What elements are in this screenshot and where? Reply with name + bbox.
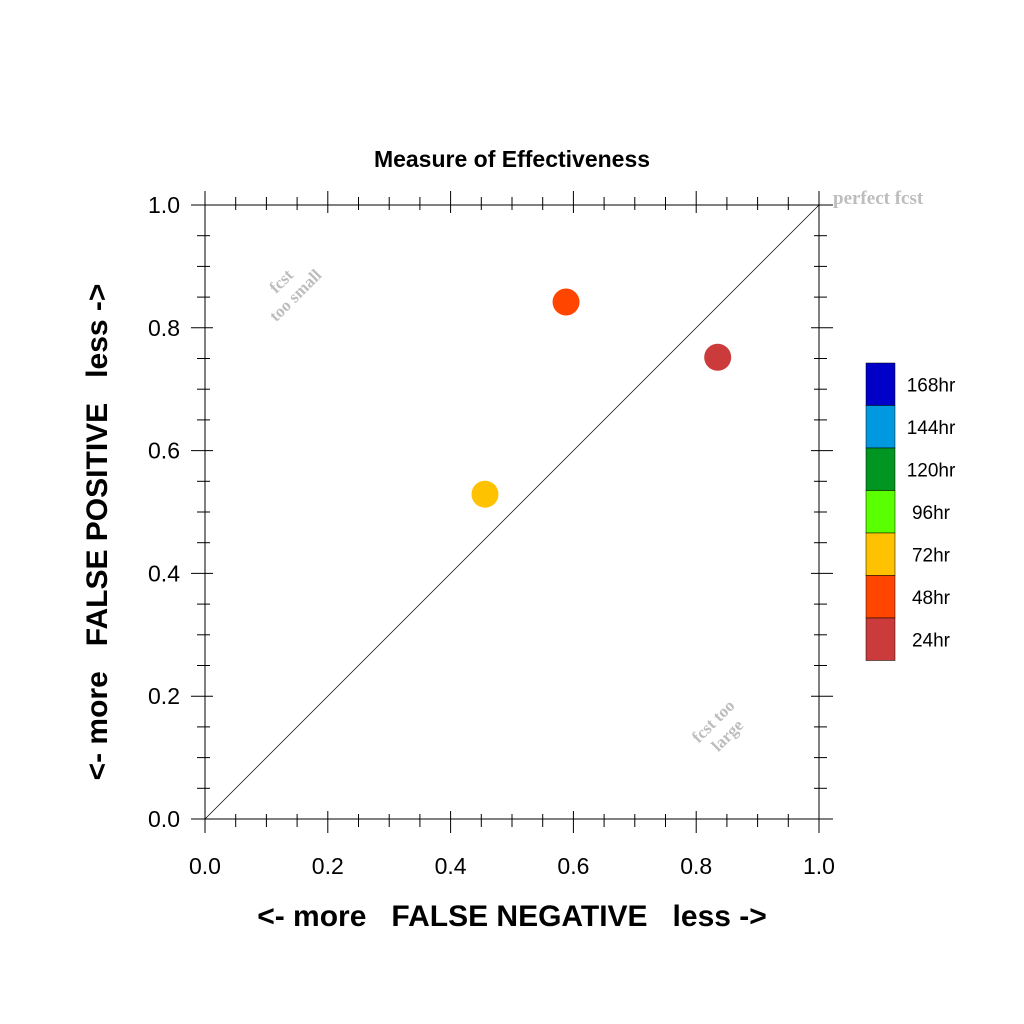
legend-swatch-120hr <box>865 447 896 491</box>
x-tick-label: 1.0 <box>803 853 835 879</box>
chart-title: Measure of Effectiveness <box>374 146 650 172</box>
x-tick-label: 0.0 <box>189 853 221 879</box>
y-tick-label: 0.0 <box>148 806 180 832</box>
legend-label-96hr: 96hr <box>912 503 951 524</box>
data-point-48hr <box>552 288 580 316</box>
legend-label-72hr: 72hr <box>912 545 951 566</box>
data-point-72hr <box>471 480 499 508</box>
legend-label-24hr: 24hr <box>912 630 951 651</box>
axis-tick-labels: 0.0 0.2 0.4 0.6 0.8 1.0 0.0 0.2 0.4 0.6 0.8 1.0 <box>148 192 835 879</box>
x-tick-label: 0.2 <box>312 853 344 879</box>
legend: 168hr 144hr 120hr 96hr 72hr 48hr 24hr <box>865 362 956 661</box>
legend-label-48hr: 48hr <box>912 588 951 609</box>
y-tick-label: 0.4 <box>148 560 180 586</box>
x-axis-label: <- more FALSE NEGATIVE less -> <box>257 900 767 933</box>
axis-ticks <box>191 191 833 833</box>
diagonal-reference-line <box>204 204 820 820</box>
y-tick-label: 0.2 <box>148 683 180 709</box>
x-tick-label: 0.6 <box>557 853 589 879</box>
legend-label-144hr: 144hr <box>907 418 956 439</box>
data-points <box>471 288 732 508</box>
legend-swatch-24hr <box>865 617 896 661</box>
y-tick-label: 0.8 <box>148 315 180 341</box>
x-tick-label: 0.4 <box>435 853 467 879</box>
y-tick-label: 0.6 <box>148 438 180 464</box>
legend-swatch-96hr <box>865 490 896 534</box>
y-axis-label: <- more FALSE POSITIVE less -> <box>81 284 114 781</box>
y-tick-label: 1.0 <box>148 192 180 218</box>
data-point-24hr <box>704 343 732 371</box>
x-tick-label: 0.8 <box>680 853 712 879</box>
legend-swatch-144hr <box>865 405 896 449</box>
legend-label-168hr: 168hr <box>907 375 956 396</box>
perfect-fcst-label: perfect fcst <box>833 188 924 209</box>
legend-swatch-48hr <box>865 575 896 619</box>
legend-swatch-168hr <box>865 362 896 406</box>
legend-label-120hr: 120hr <box>907 460 956 481</box>
legend-swatch-72hr <box>865 532 896 576</box>
